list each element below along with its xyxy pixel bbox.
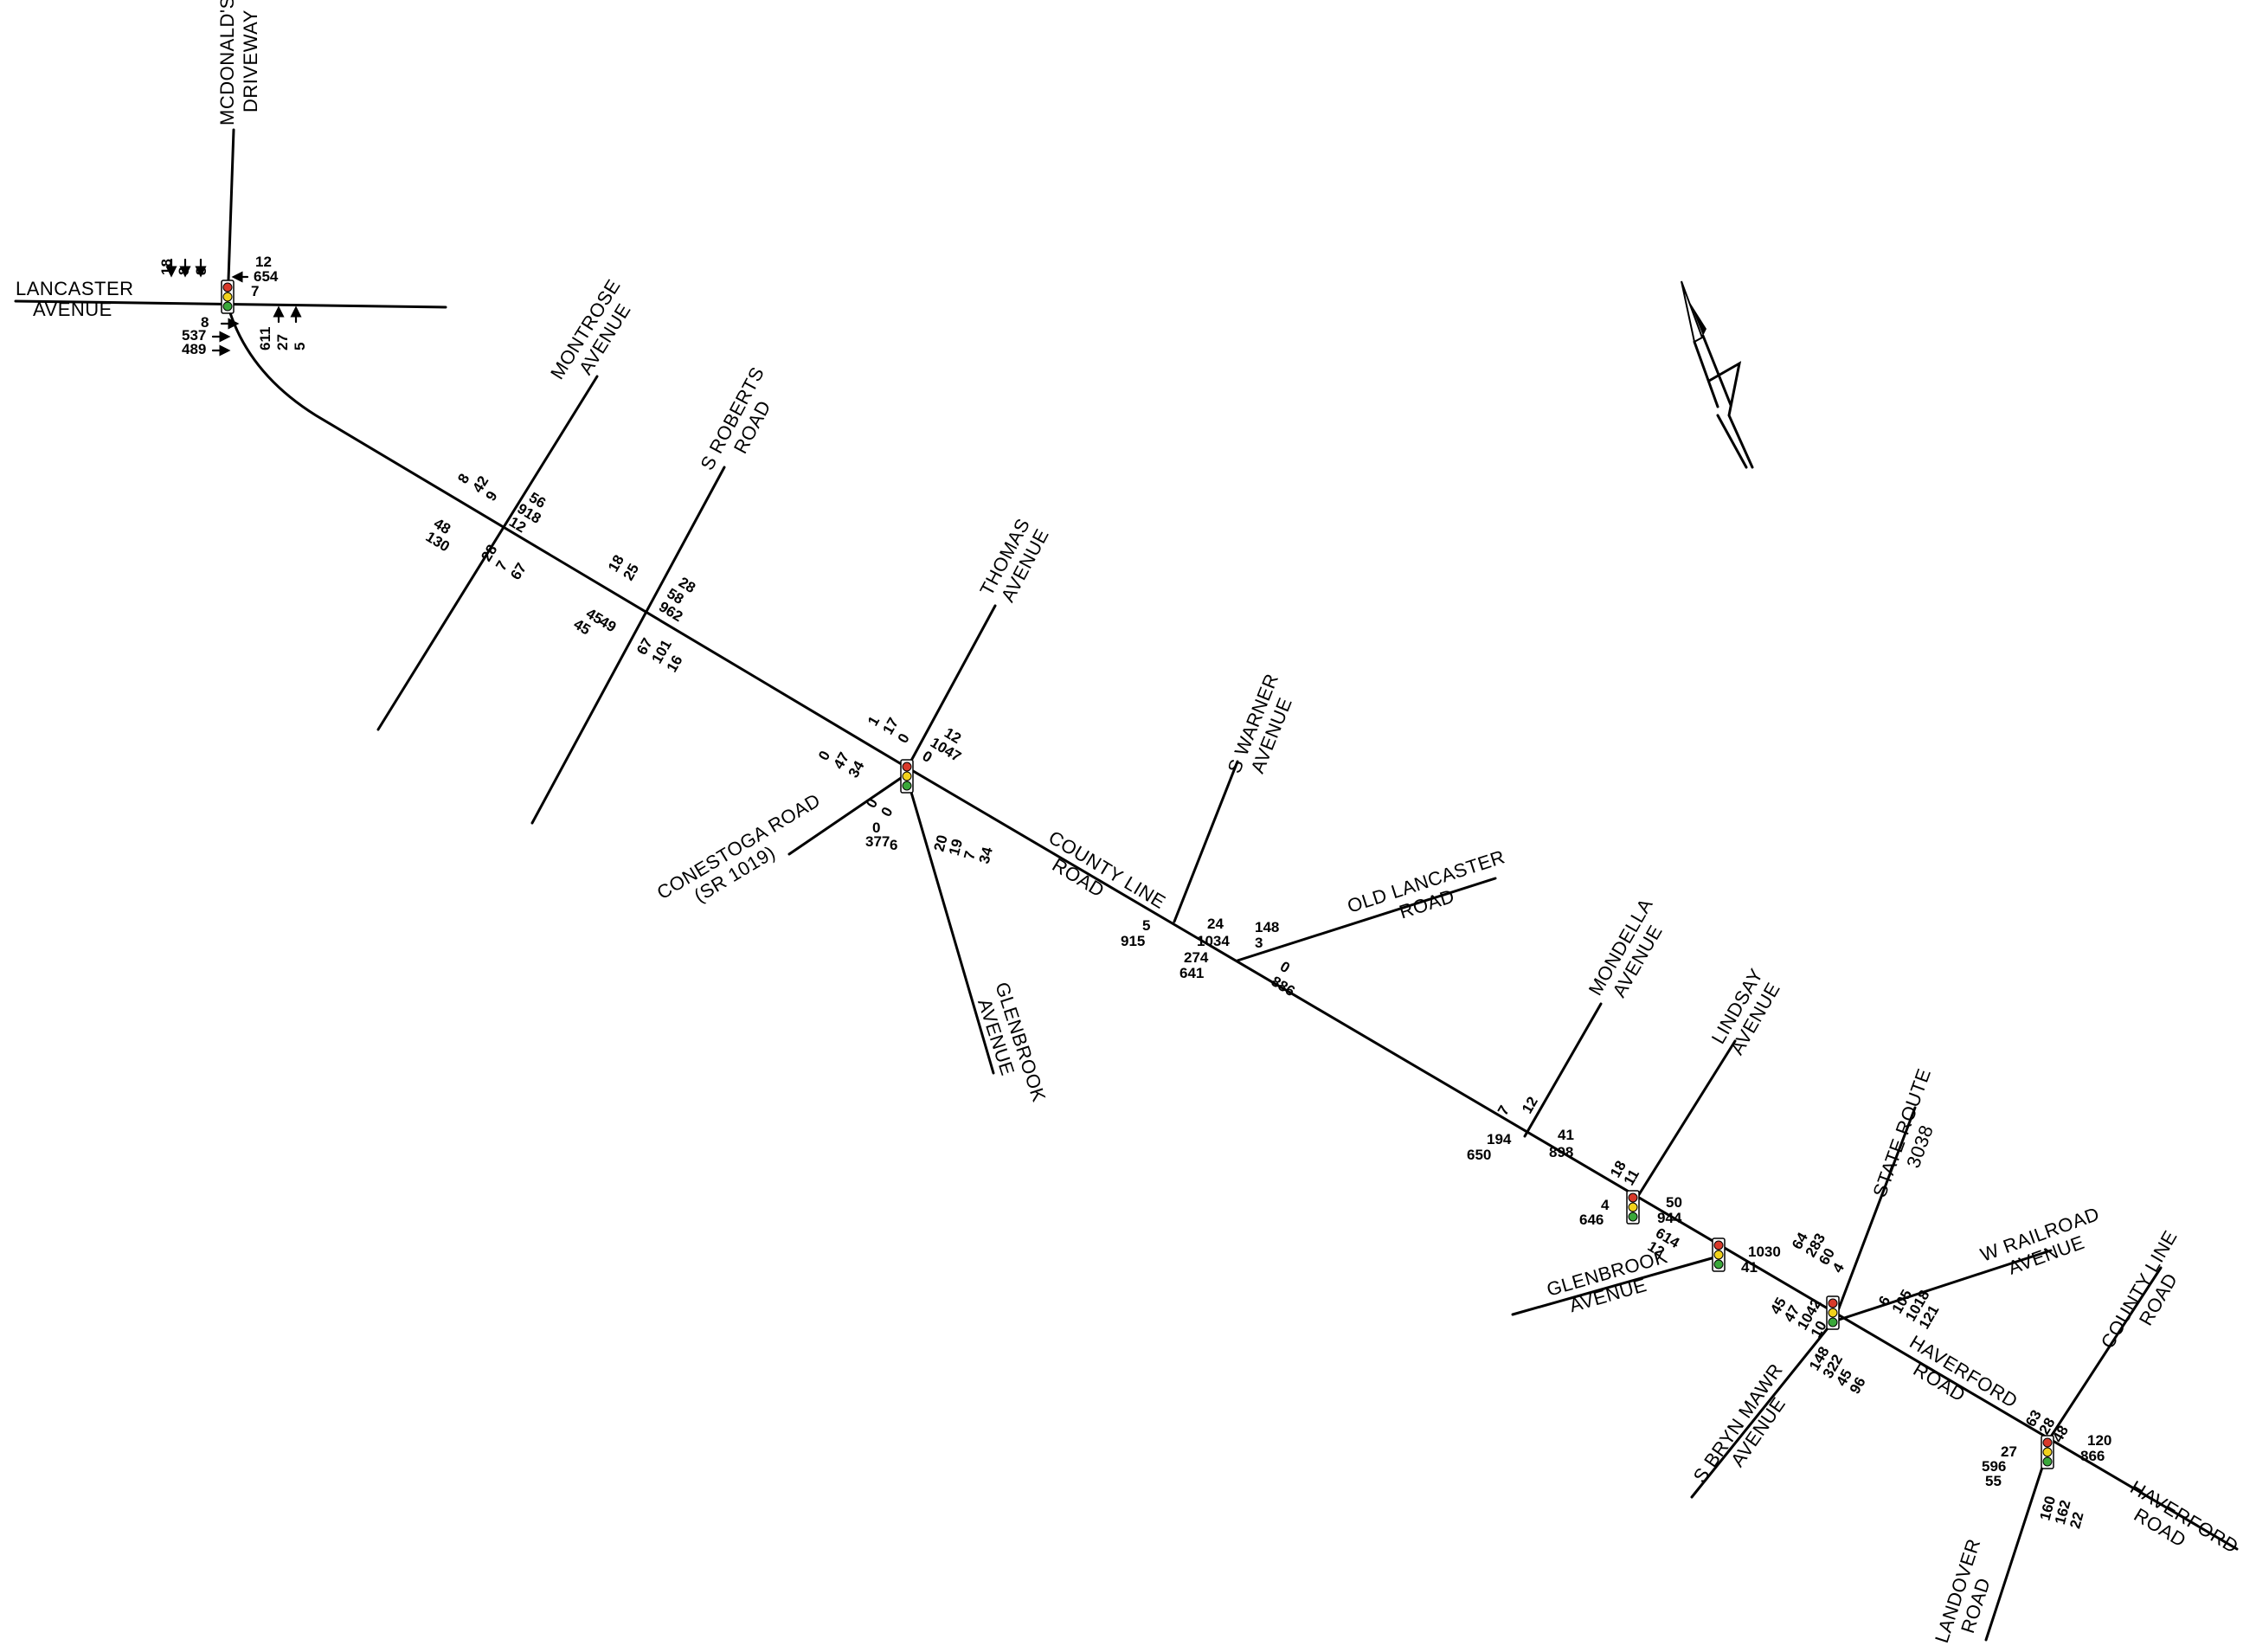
intersection-10-volumes: 63 28 48 120 866 27 596 55 160 162 22 (1982, 1407, 2111, 1530)
volume-label: 5 (292, 343, 308, 350)
landover-road (1984, 1439, 2053, 1642)
volume-label: 489 (182, 341, 206, 357)
volume-label: 20 (931, 833, 951, 853)
volume-label: 377 (865, 833, 890, 850)
volume-label: 654 (254, 268, 279, 285)
volume-label: 4 (1829, 1260, 1848, 1276)
volume-label: 274 (1184, 949, 1209, 966)
volume-label: 50 (1666, 1194, 1682, 1211)
traffic-signal-icon (1712, 1237, 1726, 1272)
volume-label: 55 (1985, 1473, 2002, 1489)
volume-label: 8 (201, 314, 209, 331)
volume-label: 120 (2087, 1432, 2111, 1449)
volume-label: 898 (1549, 1144, 1573, 1160)
street-labels: MCDONALD'S DRIVEWAY LANCASTER AVENUE MON… (16, 0, 2242, 1646)
volume-label: 34 (976, 845, 996, 865)
s-warner-avenue-road (1173, 760, 1239, 923)
volume-label: 0 (872, 820, 880, 836)
volume-label: 22 (2066, 1510, 2086, 1530)
volume-label: 596 (1982, 1458, 2006, 1475)
traffic-signal-icon (1626, 1190, 1640, 1225)
volume-label: 18 (158, 259, 175, 275)
volume-label: 41 (1741, 1259, 1758, 1276)
volume-label: 1030 (1748, 1244, 1781, 1260)
volume-label: 1034 (1197, 933, 1230, 949)
volume-label: 3 (1255, 935, 1263, 951)
street-label-mcdonalds: MCDONALD'S (216, 0, 238, 125)
mondella-avenue-road (1523, 1002, 1603, 1138)
volume-label: 0 (920, 748, 935, 766)
north-arrow (1681, 280, 1754, 469)
traffic-signal-icon (221, 280, 235, 314)
state-route-3038-road (1833, 1106, 1917, 1321)
volume-label: 7 (251, 283, 259, 299)
glenbrook-avenue-south-road (904, 773, 995, 1075)
montrose-avenue-road (376, 375, 599, 731)
volume-label: 6 (890, 837, 897, 853)
volume-label: 24 (1207, 916, 1224, 932)
volume-label: 5 (1142, 917, 1150, 934)
mcdonalds-driveway-road (226, 128, 235, 306)
traffic-signal-icon (2041, 1435, 2054, 1469)
volume-label: 537 (182, 327, 206, 344)
glenbrook-avenue-west-road (1511, 1255, 1719, 1316)
street-label-lancaster: LANCASTER (16, 278, 134, 299)
volume-label: 19 (946, 837, 966, 857)
traffic-signal-icon (1826, 1295, 1840, 1330)
volume-label: 650 (1467, 1147, 1491, 1163)
w-railroad-avenue-road (1837, 1249, 2053, 1321)
volume-label: 611 (257, 327, 273, 350)
volume-label: 41 (1558, 1127, 1574, 1143)
volume-label: 8 (176, 267, 192, 275)
volume-label: 915 (1121, 933, 1145, 949)
s-roberts-road (530, 466, 726, 825)
thomas-avenue-road (904, 604, 997, 772)
traffic-signal-icon (900, 759, 914, 794)
volume-label: 67 (507, 560, 530, 582)
lindsay-avenue-road (1632, 1039, 1737, 1205)
volume-label: 944 (1657, 1210, 1682, 1226)
volume-label: 27 (2001, 1443, 2017, 1460)
volume-label: 12 (255, 254, 272, 270)
volume-label: 194 (1487, 1131, 1512, 1147)
county-line-road-east (2049, 1266, 2163, 1438)
volume-label: 0 (895, 730, 913, 746)
volume-label: 641 (1179, 965, 1204, 981)
intersection-3-volumes: 18 25 28 58 962 45 49 45 67 101 16 (571, 552, 698, 675)
street-label-mcdonalds-2: DRIVEWAY (240, 10, 261, 112)
volume-label: 148 (1255, 919, 1279, 935)
street-label-lancaster-2: AVENUE (33, 299, 112, 320)
intersection-5-volumes: 5 915 24 1034 148 3 274 641 0 886 (1121, 916, 1298, 1000)
volume-label: 0 (877, 804, 896, 820)
volume-label: 646 (1579, 1212, 1604, 1228)
volume-label: 27 (274, 334, 291, 350)
s-bryn-mawr-avenue-road (1690, 1318, 1836, 1499)
volume-label: 4 (1601, 1197, 1610, 1213)
volume-label: 9 (483, 488, 501, 504)
old-lancaster-road (1236, 877, 1497, 962)
conestoga-road (787, 773, 908, 856)
volume-label: 866 (2080, 1448, 2105, 1464)
intersection-1-volumes: 18 8 8 12 654 7 8 537 489 611 27 5 (158, 254, 308, 357)
